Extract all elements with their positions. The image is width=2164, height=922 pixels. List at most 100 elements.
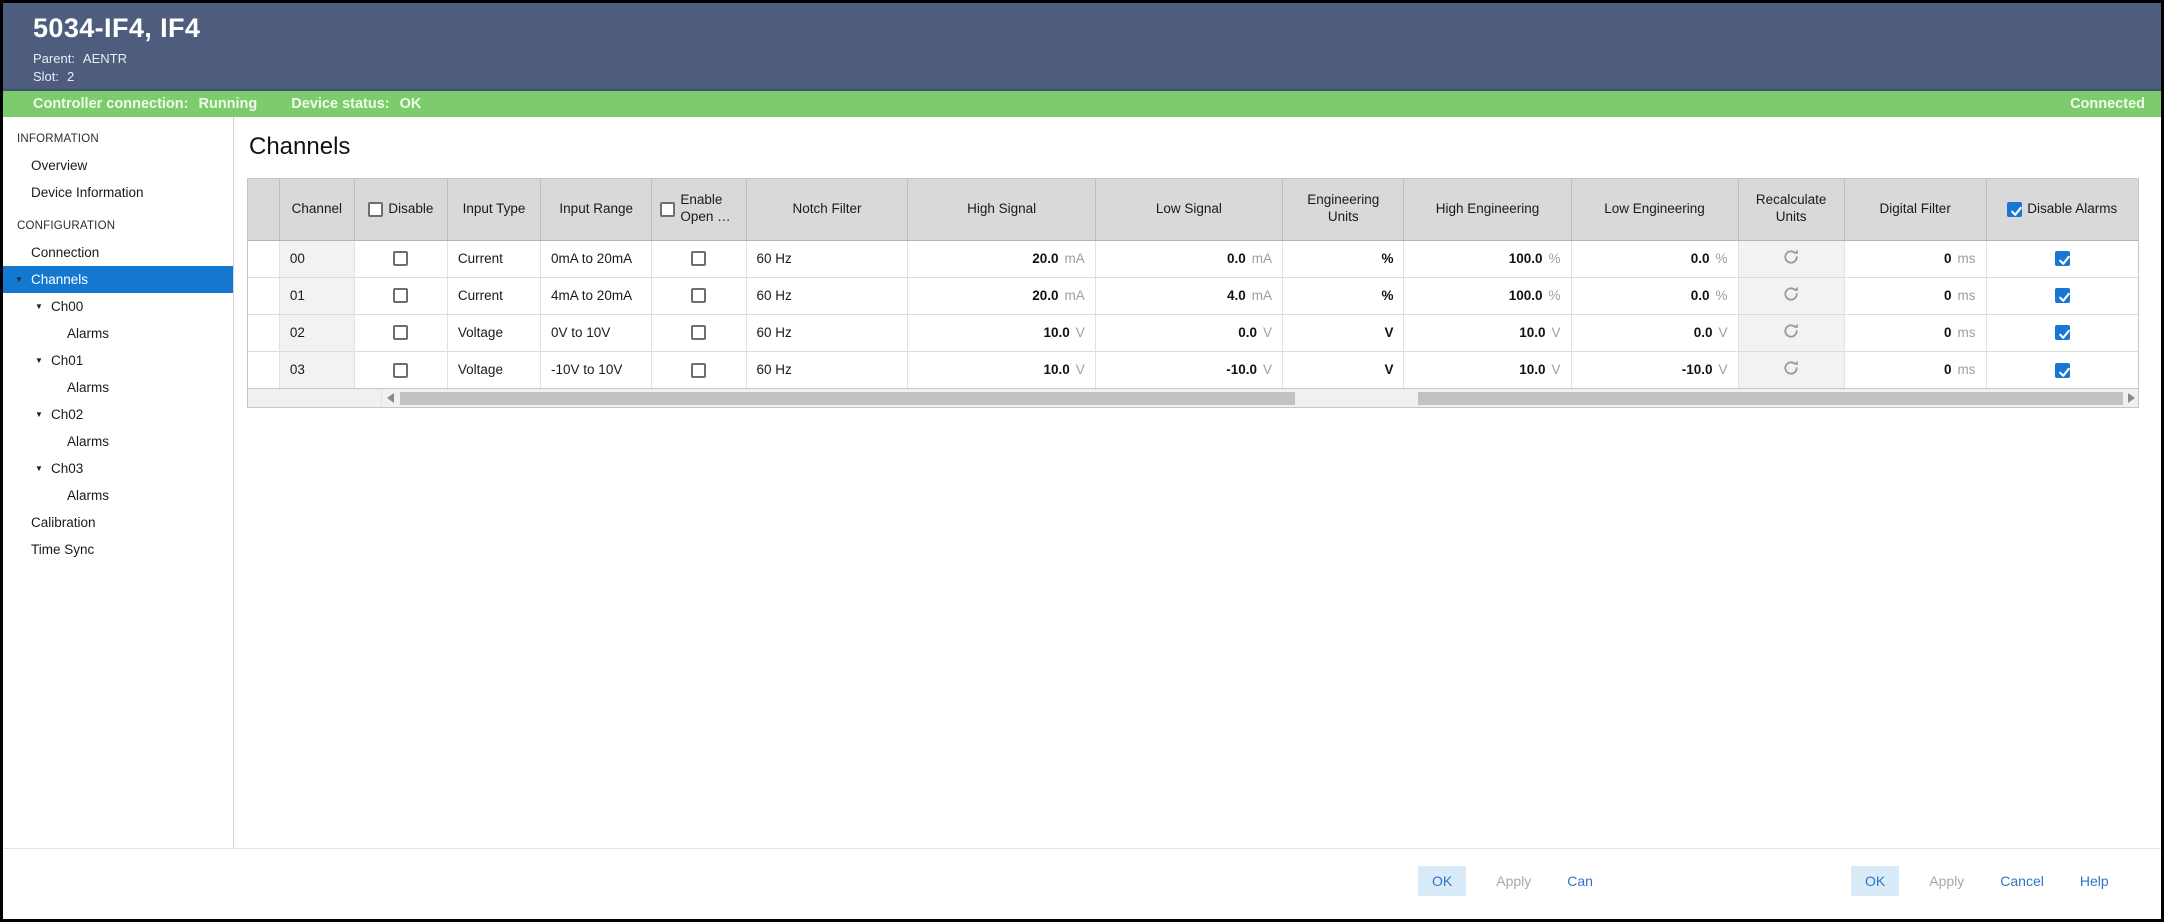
disable-all-checkbox[interactable] xyxy=(368,201,384,217)
digital-filter-cell[interactable]: 0 ms xyxy=(1843,239,1987,277)
recalculate-icon[interactable] xyxy=(1780,320,1802,342)
sidebar-item-alarms[interactable]: Alarms xyxy=(3,428,233,455)
sidebar-item-ch00[interactable]: ▼ Ch00 xyxy=(3,293,233,320)
low-signal-cell[interactable]: -10.0 V xyxy=(1094,350,1283,388)
caret-down-icon[interactable]: ▼ xyxy=(35,464,43,473)
high-signal-cell[interactable]: 20.0 mA xyxy=(907,276,1096,314)
column-header-notch-filter[interactable]: Notch Filter xyxy=(745,179,908,241)
row-selector-cell[interactable] xyxy=(248,239,280,277)
digital-filter-cell[interactable]: 0 ms xyxy=(1843,350,1987,388)
low-eng-cell[interactable]: -10.0 V xyxy=(1570,350,1739,388)
engineering-units-cell[interactable]: % xyxy=(1282,276,1404,314)
input-type-cell[interactable]: Current xyxy=(446,276,541,314)
cancel-button[interactable]: Cancel xyxy=(1994,866,2050,896)
high-eng-cell[interactable]: 100.0% xyxy=(1403,239,1572,277)
digital-filter-cell[interactable]: 0 ms xyxy=(1843,276,1987,314)
low-signal-cell[interactable]: 0.0 V xyxy=(1094,313,1283,351)
disable-alarms-checkbox[interactable] xyxy=(2054,325,2070,341)
low-eng-cell[interactable]: 0.0 V xyxy=(1570,313,1739,351)
recalculate-icon[interactable] xyxy=(1780,246,1802,268)
low-signal-cell[interactable]: 4.0 mA xyxy=(1094,276,1283,314)
caret-down-icon[interactable]: ▼ xyxy=(35,410,43,419)
horizontal-scrollbar[interactable] xyxy=(248,388,2138,407)
engineering-units-cell[interactable]: % xyxy=(1282,239,1404,277)
sidebar-item-ch02[interactable]: ▼ Ch02 xyxy=(3,401,233,428)
input-range-cell[interactable]: 4mA to 20mA xyxy=(540,276,652,314)
engineering-units-cell[interactable]: V xyxy=(1282,350,1404,388)
enable-open-checkbox[interactable] xyxy=(691,325,707,341)
input-range-cell[interactable]: 0V to 10V xyxy=(540,313,652,351)
column-header-recalculate-units[interactable]: Recalculate Units xyxy=(1737,179,1845,241)
ok-button[interactable]: OK xyxy=(1418,866,1467,896)
apply-button[interactable]: Apply xyxy=(1923,866,1970,896)
enable-open-checkbox[interactable] xyxy=(691,251,707,267)
column-header-disable[interactable]: Disable xyxy=(353,179,448,241)
high-signal-cell[interactable]: 20.0 mA xyxy=(907,239,1096,277)
enable-open-checkbox[interactable] xyxy=(691,362,707,378)
caret-down-icon[interactable]: ▼ xyxy=(35,302,43,311)
column-header-input-range[interactable]: Input Range xyxy=(540,179,652,241)
disable-alarms-checkbox[interactable] xyxy=(2054,362,2070,378)
column-header-channel[interactable]: Channel xyxy=(278,179,355,241)
high-eng-cell[interactable]: 100.0% xyxy=(1403,276,1572,314)
column-header-engineering-units[interactable]: Engineering Units xyxy=(1282,179,1404,241)
scrollbar-thumb[interactable] xyxy=(400,392,1295,405)
column-header-low-engineering[interactable]: Low Engineering xyxy=(1570,179,1739,241)
disable-checkbox[interactable] xyxy=(393,325,409,341)
column-header-enable-open[interactable]: Enable Open … xyxy=(651,179,747,241)
low-eng-cell[interactable]: 0.0% xyxy=(1570,239,1739,277)
sidebar-item-connection[interactable]: Connection xyxy=(3,239,233,266)
help-button[interactable]: Help xyxy=(2074,866,2115,896)
disable-alarms-all-checkbox[interactable] xyxy=(2007,201,2023,217)
column-header-high-signal[interactable]: High Signal xyxy=(907,179,1096,241)
disable-checkbox[interactable] xyxy=(393,251,409,267)
low-signal-cell[interactable]: 0.0 mA xyxy=(1094,239,1283,277)
sidebar-item-alarms[interactable]: Alarms xyxy=(3,374,233,401)
digital-filter-cell[interactable]: 0 ms xyxy=(1843,313,1987,351)
sidebar-item-alarms[interactable]: Alarms xyxy=(3,482,233,509)
input-type-cell[interactable]: Current xyxy=(446,239,541,277)
low-eng-cell[interactable]: 0.0% xyxy=(1570,276,1739,314)
sidebar-item-overview[interactable]: Overview xyxy=(3,152,233,179)
disable-checkbox[interactable] xyxy=(393,288,409,304)
recalculate-icon[interactable] xyxy=(1780,283,1802,305)
high-signal-cell[interactable]: 10.0 V xyxy=(907,350,1096,388)
enable-open-all-checkbox[interactable] xyxy=(660,201,676,217)
column-header-low-signal[interactable]: Low Signal xyxy=(1094,179,1283,241)
input-type-cell[interactable]: Voltage xyxy=(446,313,541,351)
recalculate-icon[interactable] xyxy=(1780,357,1802,379)
scroll-left-icon[interactable] xyxy=(387,393,394,403)
column-header-disable-alarms[interactable]: Disable Alarms xyxy=(1985,179,2138,241)
enable-open-checkbox[interactable] xyxy=(691,288,707,304)
input-range-cell[interactable]: 0mA to 20mA xyxy=(540,239,652,277)
notch-filter-cell[interactable]: 60 Hz xyxy=(745,276,908,314)
sidebar-item-time-sync[interactable]: Time Sync xyxy=(3,536,233,563)
scroll-right-icon[interactable] xyxy=(2128,393,2135,403)
sidebar-item-ch01[interactable]: ▼ Ch01 xyxy=(3,347,233,374)
disable-alarms-checkbox[interactable] xyxy=(2054,251,2070,267)
disable-alarms-checkbox[interactable] xyxy=(2054,288,2070,304)
sidebar-item-alarms[interactable]: Alarms xyxy=(3,320,233,347)
apply-button[interactable]: Apply xyxy=(1490,866,1537,896)
notch-filter-cell[interactable]: 60 Hz xyxy=(745,239,908,277)
notch-filter-cell[interactable]: 60 Hz xyxy=(745,350,908,388)
caret-down-icon[interactable]: ▼ xyxy=(35,356,43,365)
column-header-input-type[interactable]: Input Type xyxy=(446,179,541,241)
input-type-cell[interactable]: Voltage xyxy=(446,350,541,388)
ok-button[interactable]: OK xyxy=(1851,866,1900,896)
row-selector-cell[interactable] xyxy=(248,313,280,351)
high-eng-cell[interactable]: 10.0 V xyxy=(1403,350,1572,388)
row-selector-cell[interactable] xyxy=(248,350,280,388)
scrollbar-thumb[interactable] xyxy=(1418,392,2123,405)
sidebar-item-ch03[interactable]: ▼ Ch03 xyxy=(3,455,233,482)
high-signal-cell[interactable]: 10.0 V xyxy=(907,313,1096,351)
engineering-units-cell[interactable]: V xyxy=(1282,313,1404,351)
column-header-high-engineering[interactable]: High Engineering xyxy=(1403,179,1572,241)
row-selector-cell[interactable] xyxy=(248,276,280,314)
sidebar-item-device-information[interactable]: Device Information xyxy=(3,179,233,206)
column-header-digital-filter[interactable]: Digital Filter xyxy=(1843,179,1987,241)
disable-checkbox[interactable] xyxy=(393,362,409,378)
notch-filter-cell[interactable]: 60 Hz xyxy=(745,313,908,351)
can-button[interactable]: Can xyxy=(1561,866,1599,896)
caret-down-icon[interactable]: ▼ xyxy=(15,275,23,284)
